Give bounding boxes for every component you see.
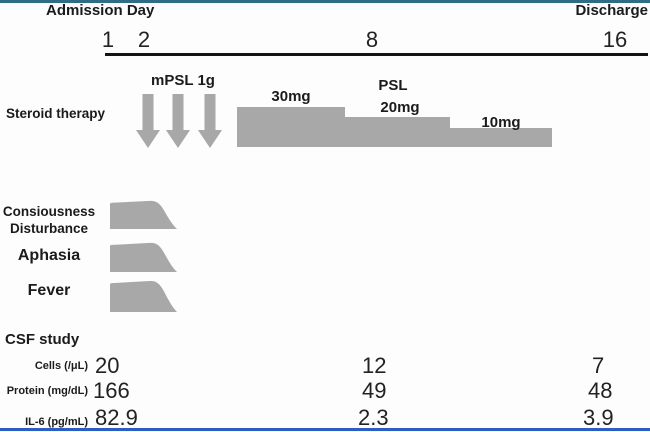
symptom-duration-shape xyxy=(110,242,177,272)
taper-dose-label-10mg: 10mg xyxy=(481,114,521,131)
psl-label: PSL xyxy=(378,77,408,94)
top-border xyxy=(0,0,650,3)
down-arrow-icon xyxy=(166,94,190,148)
timeline-axis xyxy=(105,53,648,56)
timeline-day-2: 2 xyxy=(137,27,151,52)
symptom-duration-shape xyxy=(110,280,177,312)
timeline-day-8: 8 xyxy=(365,27,379,52)
taper-dose-label-20mg: 20mg xyxy=(380,99,420,116)
csf-value-il6-day8: 2.3 xyxy=(358,405,389,430)
symptom-duration-shape xyxy=(110,200,177,229)
steroid-therapy-row-label: Steroid therapy xyxy=(6,106,106,121)
taper-dose-label-30mg: 30mg xyxy=(271,88,311,105)
down-arrow-icon xyxy=(136,94,160,148)
psl-taper-bar-10mg xyxy=(450,128,552,147)
psl-taper-bar-30mg xyxy=(237,107,345,147)
csf-value-il6-day1: 82.9 xyxy=(95,405,138,430)
csf-value-cells-day1: 20 xyxy=(95,353,120,378)
csf-value-il6-day16: 3.9 xyxy=(583,405,614,430)
csf-row-label-cells: Cells (/μL) xyxy=(34,360,88,372)
down-arrow-icon xyxy=(198,94,222,148)
csf-value-protein-day16: 48 xyxy=(588,378,613,403)
csf-value-protein-day8: 49 xyxy=(362,378,387,403)
discharge-label: Discharge xyxy=(575,2,648,19)
mpsl-pulse-label: mPSL 1g xyxy=(151,72,215,89)
mpsl-pulse-arrows-icon xyxy=(136,94,222,148)
psl-taper-bar-20mg xyxy=(345,117,450,147)
admission-day-label: Admission Day xyxy=(46,2,155,19)
symptom-label-fever: Fever xyxy=(27,282,71,299)
symptom-label-consciousness-disturbance: Consiousness Disturbance xyxy=(2,204,96,236)
csf-row-label-protein: Protein (mg/dL) xyxy=(6,385,88,397)
bottom-border xyxy=(0,428,650,431)
csf-value-cells-day8: 12 xyxy=(362,353,387,378)
timeline-day-16: 16 xyxy=(602,27,628,52)
csf-study-heading: CSF study xyxy=(5,331,80,348)
csf-value-protein-day1: 166 xyxy=(93,378,130,403)
symptom-label-aphasia: Aphasia xyxy=(17,247,81,264)
timeline-day-1: 1 xyxy=(101,27,115,52)
csf-row-label-il6: IL-6 (pg/mL) xyxy=(25,416,88,428)
csf-value-cells-day16: 7 xyxy=(592,353,605,378)
